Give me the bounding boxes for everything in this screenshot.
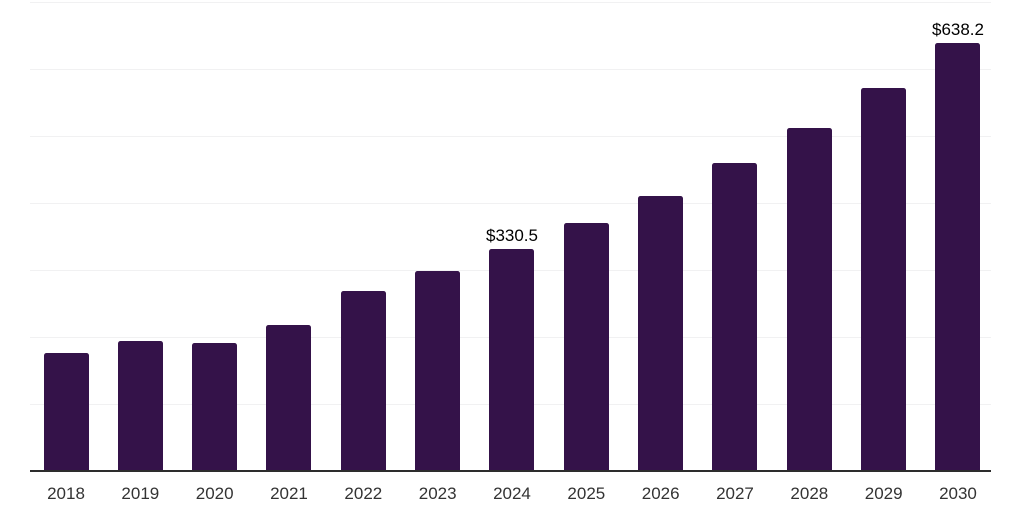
bar-2022 (340, 291, 386, 471)
x-tick-label-2027: 2027 (716, 484, 754, 503)
bar-2021 (266, 325, 312, 471)
bar-2019 (117, 340, 163, 471)
bar-2028 (786, 127, 832, 471)
value-label-2030: $638.2 (931, 20, 984, 40)
bar-2027 (712, 163, 758, 471)
x-tick-label-2020: 2020 (195, 484, 234, 503)
x-tick-label-2025: 2025 (567, 484, 606, 503)
x-tick-label-2030: 2030 (939, 484, 977, 503)
x-tick-label-2026: 2026 (641, 484, 680, 503)
x-tick-label-2018: 2018 (47, 484, 85, 503)
gridline-600 (30, 68, 991, 70)
bar-2030 (935, 43, 981, 471)
x-tick-label-2028: 2028 (790, 484, 829, 503)
bar-2029 (861, 87, 907, 471)
bar-2024 (489, 249, 535, 471)
bar-2025 (563, 222, 609, 471)
x-tick-label-2022: 2022 (344, 484, 383, 503)
gridline-400 (30, 202, 991, 204)
x-tick-label-2024: 2024 (493, 484, 531, 503)
x-tick-label-2019: 2019 (121, 484, 160, 503)
gridline-500 (30, 135, 991, 137)
bar-2026 (638, 196, 684, 471)
bar-2018 (43, 353, 89, 471)
gridline-700 (30, 2, 991, 3)
x-tick-label-2021: 2021 (270, 484, 308, 503)
x-tick-label-2029: 2029 (864, 484, 903, 503)
value-label-2024: $330.5 (485, 226, 538, 246)
bar-2020 (192, 343, 238, 471)
x-tick-label-2023: 2023 (418, 484, 457, 503)
bar-2023 (415, 271, 461, 471)
x-axis-line (30, 470, 991, 472)
